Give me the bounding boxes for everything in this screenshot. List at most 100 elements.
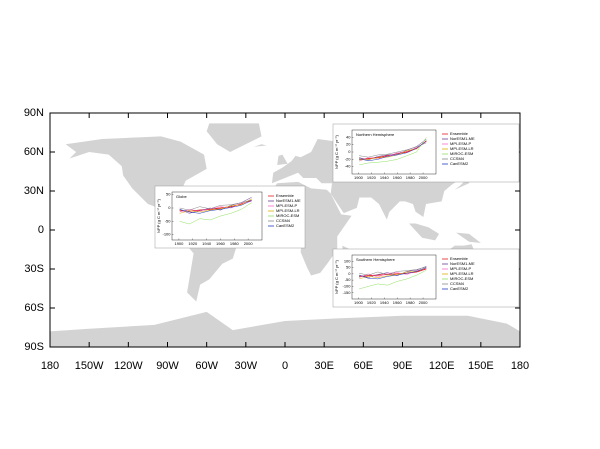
legend-label: CanESM2 xyxy=(450,161,469,166)
x-tick-label: 150E xyxy=(468,360,494,372)
series-line xyxy=(179,200,252,214)
x-tick-label: 90W xyxy=(156,360,179,372)
series-line xyxy=(179,202,252,225)
x-tick-label: 1960 xyxy=(393,175,403,180)
x-tick-label: 1920 xyxy=(367,175,377,180)
y-axis-label: NPP (g C m⁻² yr⁻¹) xyxy=(156,198,161,233)
plot-frame xyxy=(351,254,437,300)
y-tick-label: -150 xyxy=(342,290,351,295)
legend-label: MIROC-ESM xyxy=(450,276,473,281)
inset-background xyxy=(332,123,520,183)
y-tick-label: 60N xyxy=(24,146,44,158)
x-tick-label: 90E xyxy=(393,360,413,372)
legend-label: Ensemble xyxy=(450,131,469,136)
x-tick-label: 1940 xyxy=(380,300,390,305)
inset-title: Globe xyxy=(176,194,187,199)
plot-frame xyxy=(171,191,263,241)
x-tick-label: 60E xyxy=(354,360,374,372)
x-tick-label: 0 xyxy=(282,360,288,372)
x-tick-label: 1980 xyxy=(406,300,416,305)
x-tick-label: 180 xyxy=(41,360,59,372)
y-tick-label: 60S xyxy=(24,302,44,314)
y-tick-label: 40 xyxy=(346,134,351,139)
x-tick-label: 1960 xyxy=(216,241,226,246)
series-line xyxy=(359,141,427,162)
x-tick-label: 2000 xyxy=(419,300,429,305)
series-line xyxy=(179,198,252,214)
x-tick-label: 1940 xyxy=(380,175,390,180)
x-tick-label: 1900 xyxy=(354,300,364,305)
inset-chart: Northern Hemisphere NPP (g C m⁻² yr⁻¹) 190… xyxy=(332,123,520,183)
legend-label: NorESM1-ME xyxy=(276,198,301,203)
x-tick-label: 1920 xyxy=(188,241,198,246)
x-tick-label: 30W xyxy=(235,360,258,372)
x-tick-label: 120W xyxy=(114,360,143,372)
y-tick-label: 0 xyxy=(348,271,351,276)
legend-label: NorESM1-ME xyxy=(450,136,475,141)
y-tick-label: 100 xyxy=(344,258,351,263)
series-line xyxy=(359,140,427,162)
y-tick-label: 90N xyxy=(24,107,44,119)
inset-chart: Globe NPP (g C m⁻² yr⁻¹) 1900 1920 1940 1960 1… xyxy=(154,185,306,249)
legend-label: CCSM4 xyxy=(450,281,465,286)
x-tick-label: 180 xyxy=(511,360,529,372)
landmass xyxy=(65,136,207,220)
y-tick-label: 90S xyxy=(24,341,44,353)
legend-label: MIROC-ESM xyxy=(450,151,473,156)
legend-label: MPI-ESM-LR xyxy=(450,146,474,151)
y-tick-label: 0 xyxy=(168,205,171,210)
y-tick-label: -50 xyxy=(345,277,352,282)
y-tick-label: -50 xyxy=(165,218,172,223)
y-tick-label: 50 xyxy=(166,192,171,197)
legend-label: CCSM4 xyxy=(276,218,291,223)
x-tick-label: 60W xyxy=(195,360,218,372)
legend-label: NorESM1-ME xyxy=(450,261,475,266)
inset-title: Northern Hemisphere xyxy=(356,132,395,137)
inset-background xyxy=(332,248,520,308)
legend-label: CanESM2 xyxy=(450,286,469,291)
y-axis-label: NPP (g C m⁻² yr⁻¹) xyxy=(334,259,339,294)
y-tick-label: 0 xyxy=(348,149,351,154)
series-line xyxy=(359,137,427,166)
legend-label: MPI-ESM-P xyxy=(450,141,471,146)
x-tick-label: 1900 xyxy=(354,175,364,180)
x-tick-label: 2000 xyxy=(244,241,254,246)
series-line xyxy=(359,266,427,278)
landmass xyxy=(456,232,481,243)
y-tick-label: -20 xyxy=(345,156,352,161)
y-tick-label: 20 xyxy=(346,142,351,147)
legend-label: MPI-ESM-P xyxy=(450,266,471,271)
x-tick-label: 30E xyxy=(314,360,334,372)
series-line xyxy=(359,142,427,158)
legend-label: Ensemble xyxy=(450,256,469,261)
x-tick-label: 1980 xyxy=(230,241,240,246)
legend-label: CanESM2 xyxy=(276,223,295,228)
x-tick-label: 2000 xyxy=(419,175,429,180)
legend-label: MIROC-ESM xyxy=(276,213,299,218)
landmass xyxy=(253,144,267,147)
x-tick-label: 1940 xyxy=(202,241,212,246)
series-line xyxy=(359,269,427,290)
x-tick-label: 1900 xyxy=(174,241,184,246)
legend-label: MPI-ESM-P xyxy=(276,203,297,208)
y-tick-label: -100 xyxy=(342,283,351,288)
legend-label: MPI-ESM-LR xyxy=(276,208,300,213)
landmass xyxy=(277,154,288,165)
legend-label: CCSM4 xyxy=(450,156,465,161)
x-tick-label: 1920 xyxy=(367,300,377,305)
inset-title: Southern Hemisphere xyxy=(356,257,396,262)
y-tick-label: -40 xyxy=(345,164,352,169)
x-tick-label: 120E xyxy=(429,360,455,372)
x-tick-label: 150W xyxy=(75,360,104,372)
y-tick-label: 0 xyxy=(38,224,44,236)
x-tick-label: 1980 xyxy=(406,175,416,180)
inset-chart: Southern Hemisphere NPP (g C m⁻² yr⁻¹) 190… xyxy=(332,248,520,308)
series-line xyxy=(179,199,252,211)
legend-label: Ensemble xyxy=(276,193,295,198)
legend-label: MPI-ESM-LR xyxy=(450,271,474,276)
inset-background xyxy=(154,185,306,249)
landmass xyxy=(409,223,440,241)
landmass xyxy=(50,311,520,347)
y-tick-label: 30S xyxy=(24,263,44,275)
series-line xyxy=(359,267,427,280)
